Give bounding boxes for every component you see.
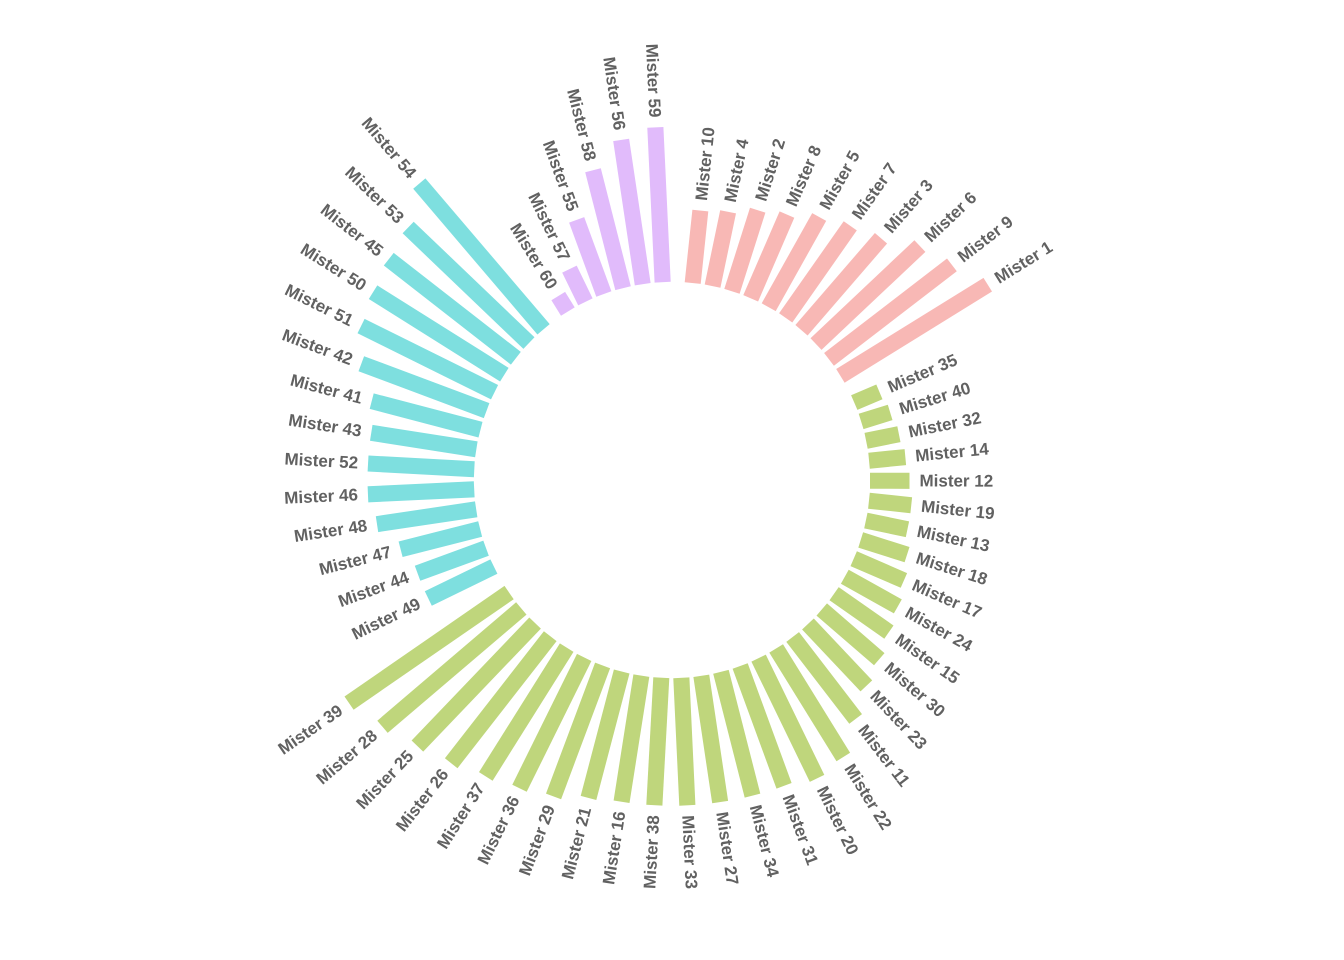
bar-label: Mister 41 xyxy=(288,371,364,408)
bar-mister-36 xyxy=(512,653,592,792)
bar-label: Mister 14 xyxy=(914,439,990,465)
bar-mister-45 xyxy=(383,252,521,365)
bar-label: Mister 12 xyxy=(919,471,993,490)
bar-mister-12 xyxy=(870,472,910,489)
bar-label: Mister 34 xyxy=(746,803,783,880)
bar-mister-11 xyxy=(786,632,862,724)
bar-label: Mister 50 xyxy=(297,240,370,295)
bar-label: Mister 31 xyxy=(779,792,822,868)
bar-mister-60 xyxy=(551,291,575,316)
bar-label: Mister 36 xyxy=(474,793,524,867)
bar-label: Mister 46 xyxy=(284,485,359,507)
bar-mister-49 xyxy=(424,559,498,606)
bar-mister-52 xyxy=(367,455,475,478)
bar-label: Mister 21 xyxy=(558,805,595,881)
bar-mister-14 xyxy=(868,449,907,469)
bar-mister-23 xyxy=(802,618,873,692)
bar-mister-8 xyxy=(743,211,795,302)
bar-label: Mister 52 xyxy=(284,450,359,473)
bar-mister-47 xyxy=(398,521,483,557)
bar-label: Mister 54 xyxy=(358,114,421,183)
bar-label: Mister 38 xyxy=(640,815,663,890)
bar-label: Mister 9 xyxy=(954,212,1017,266)
bar-mister-24 xyxy=(840,569,902,614)
bar-mister-44 xyxy=(414,540,489,581)
bar-mister-4 xyxy=(704,210,736,288)
bar-mister-10 xyxy=(684,209,709,284)
bar-mister-3 xyxy=(795,233,888,336)
bar-mister-19 xyxy=(868,492,913,514)
bar-mister-41 xyxy=(369,393,483,438)
bar-mister-32 xyxy=(864,426,901,449)
bar-mister-17 xyxy=(850,551,908,588)
bar-mister-31 xyxy=(732,663,792,789)
bar-mister-1 xyxy=(836,277,992,383)
bar-mister-53 xyxy=(402,221,535,349)
bar-mister-18 xyxy=(858,532,910,563)
bar-label: Mister 4 xyxy=(721,137,753,204)
bar-mister-42 xyxy=(358,356,490,419)
bar-label: Mister 51 xyxy=(282,280,356,330)
bar-mister-40 xyxy=(858,404,893,430)
bar-label: Mister 33 xyxy=(678,815,700,890)
bar-mister-22 xyxy=(769,644,851,762)
bar-mister-33 xyxy=(673,677,696,806)
bar-label: Mister 19 xyxy=(920,497,995,524)
bar-label: Mister 20 xyxy=(813,783,862,858)
bar-mister-2 xyxy=(724,207,766,294)
bar-label: Mister 43 xyxy=(287,410,363,440)
bar-mister-28 xyxy=(377,602,527,733)
bar-label: Mister 16 xyxy=(599,810,629,886)
bar-mister-30 xyxy=(816,603,885,666)
bar-mister-15 xyxy=(829,587,894,639)
bar-mister-20 xyxy=(751,654,825,782)
bar-mister-46 xyxy=(367,481,475,503)
bars-layer xyxy=(344,127,992,806)
bar-mister-34 xyxy=(713,669,761,798)
bar-mister-25 xyxy=(411,617,541,752)
bar-mister-43 xyxy=(370,424,478,458)
bar-mister-59 xyxy=(647,127,671,283)
bar-label: Mister 48 xyxy=(293,516,369,546)
bar-mister-38 xyxy=(646,677,670,806)
bar-label: Mister 2 xyxy=(752,136,790,203)
bar-label: Mister 29 xyxy=(515,802,559,878)
bar-mister-9 xyxy=(824,258,957,366)
bar-mister-58 xyxy=(585,168,631,291)
bar-mister-54 xyxy=(413,178,550,335)
bar-mister-55 xyxy=(569,217,612,297)
bar-label: Mister 27 xyxy=(712,811,742,887)
bar-label: Mister 42 xyxy=(280,325,356,369)
bar-label: Mister 39 xyxy=(275,701,346,759)
bar-mister-50 xyxy=(368,285,509,382)
bar-mister-48 xyxy=(375,501,478,533)
bar-mister-57 xyxy=(562,265,593,306)
bar-mister-7 xyxy=(779,221,857,323)
bar-mister-29 xyxy=(546,662,611,800)
bar-mister-37 xyxy=(479,643,574,781)
bar-mister-35 xyxy=(851,384,883,410)
bar-label: Mister 56 xyxy=(599,56,629,132)
bar-mister-39 xyxy=(344,585,514,710)
bar-label: Mister 10 xyxy=(692,126,719,201)
bar-label: Mister 47 xyxy=(317,542,393,579)
bar-mister-26 xyxy=(444,631,557,769)
bar-label: Mister 28 xyxy=(313,726,381,788)
bar-mister-51 xyxy=(357,318,499,400)
bar-label: Mister 59 xyxy=(642,43,664,118)
bar-mister-56 xyxy=(613,138,651,286)
bar-mister-27 xyxy=(693,674,729,804)
bar-label: Mister 1 xyxy=(991,238,1056,288)
bar-mister-21 xyxy=(580,669,630,800)
bar-mister-16 xyxy=(613,674,650,803)
bar-mister-5 xyxy=(761,213,827,312)
bar-label: Mister 58 xyxy=(563,87,600,163)
bar-mister-6 xyxy=(810,240,926,350)
bar-mister-13 xyxy=(864,512,910,538)
